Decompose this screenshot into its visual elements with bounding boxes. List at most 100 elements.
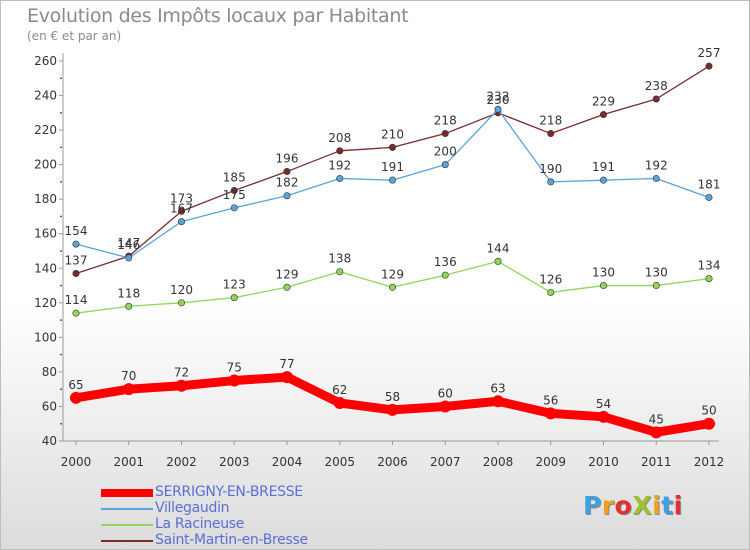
data-point <box>599 176 607 184</box>
data-label: 77 <box>279 357 294 371</box>
x-tick-label: 2008 <box>483 455 514 469</box>
data-label: 72 <box>174 366 189 380</box>
data-label: 130 <box>645 266 668 280</box>
data-point <box>175 379 188 392</box>
data-label: 144 <box>487 241 510 255</box>
data-label: 146 <box>117 238 140 252</box>
data-label: 60 <box>438 386 453 400</box>
data-label: 50 <box>701 404 716 418</box>
x-tick-label: 2011 <box>641 455 672 469</box>
chart-title: Evolution des Impôts locaux par Habitant <box>27 5 409 27</box>
data-label: 75 <box>227 361 242 375</box>
y-tick-label: 220 <box>34 123 57 137</box>
data-label: 137 <box>65 253 88 267</box>
y-tick-label: 160 <box>34 227 57 241</box>
x-tick-label: 2005 <box>324 455 355 469</box>
data-point <box>72 309 80 317</box>
data-point <box>597 410 610 423</box>
data-label: 147 <box>117 236 140 250</box>
data-label: 218 <box>539 114 562 128</box>
y-tick-label: 100 <box>34 330 57 344</box>
data-point <box>492 395 504 408</box>
data-label: 126 <box>539 272 562 286</box>
data-label: 173 <box>170 191 193 205</box>
data-point <box>336 147 344 155</box>
y-tick-label: 240 <box>34 89 57 103</box>
data-point <box>441 161 449 169</box>
data-label: 238 <box>645 79 668 93</box>
data-point <box>652 174 660 182</box>
data-point <box>599 282 607 290</box>
data-label: 192 <box>328 158 351 172</box>
data-label: 54 <box>596 397 611 411</box>
data-point <box>388 176 396 184</box>
data-point <box>283 192 291 200</box>
data-point <box>70 391 82 404</box>
data-label: 129 <box>381 267 404 281</box>
legend-swatch <box>101 489 153 497</box>
x-tick-label: 2010 <box>588 455 619 469</box>
data-point <box>494 257 502 265</box>
data-point <box>336 174 344 182</box>
data-label: 218 <box>434 114 457 128</box>
data-point <box>547 178 555 186</box>
data-point <box>388 283 396 291</box>
data-point <box>439 400 452 413</box>
data-point <box>122 383 135 396</box>
x-tick-label: 2007 <box>430 455 461 469</box>
data-point <box>703 417 715 430</box>
data-point <box>336 268 344 276</box>
data-label: 138 <box>328 252 351 266</box>
data-point <box>652 282 660 290</box>
legend-swatch <box>101 524 153 526</box>
data-point <box>547 130 555 138</box>
data-point <box>178 218 186 226</box>
data-label: 70 <box>121 369 136 383</box>
data-label: 230 <box>487 93 510 107</box>
data-label: 120 <box>170 283 193 297</box>
data-point <box>228 374 241 387</box>
data-point <box>544 407 557 420</box>
data-label: 181 <box>698 177 721 191</box>
data-label: 62 <box>332 383 347 397</box>
data-point <box>333 397 346 409</box>
data-label: 232 <box>487 89 510 103</box>
data-label: 118 <box>117 286 140 300</box>
data-point <box>650 426 663 439</box>
data-point <box>125 254 133 262</box>
x-tick-label: 2006 <box>377 455 408 469</box>
data-label: 129 <box>276 267 299 281</box>
data-label: 123 <box>223 278 246 292</box>
data-point <box>281 371 293 384</box>
data-label: 63 <box>490 381 505 395</box>
data-label: 136 <box>434 255 457 269</box>
data-label: 185 <box>223 171 246 185</box>
y-tick-label: 140 <box>34 261 57 275</box>
data-label: 134 <box>698 259 721 273</box>
x-tick-label: 2002 <box>166 455 197 469</box>
data-point <box>494 105 502 113</box>
data-label: 200 <box>434 145 457 159</box>
data-point <box>441 130 449 138</box>
proxiti-logo: ProXiti <box>583 491 683 520</box>
legend-label: La Racineuse <box>155 516 245 532</box>
data-point <box>547 288 555 296</box>
data-label: 154 <box>65 224 88 238</box>
data-point <box>652 95 660 103</box>
y-tick-label: 120 <box>34 296 57 310</box>
data-point <box>230 204 238 212</box>
data-point <box>599 111 607 119</box>
y-tick-label: 200 <box>34 158 57 172</box>
legend-swatch <box>101 508 153 510</box>
x-tick-label: 2004 <box>272 455 303 469</box>
x-tick-label: 2001 <box>113 455 144 469</box>
x-tick-label: 2012 <box>694 455 725 469</box>
data-label: 191 <box>592 160 615 174</box>
data-point <box>705 275 713 283</box>
data-point <box>178 207 186 215</box>
x-tick-label: 2000 <box>61 455 92 469</box>
y-tick-label: 80 <box>42 365 57 379</box>
data-label: 208 <box>328 131 351 145</box>
data-label: 257 <box>698 46 721 60</box>
